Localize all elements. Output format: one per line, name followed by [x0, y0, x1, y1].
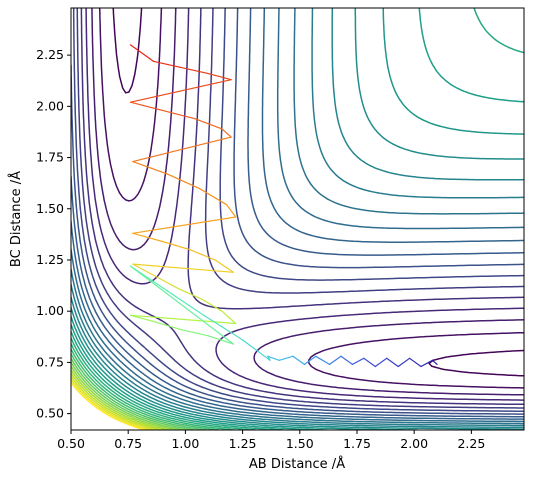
- trajectory-segment: [152, 320, 182, 331]
- contour-level: [71, 8, 524, 425]
- x-tick-label: 0.75: [114, 436, 142, 451]
- trajectory-segment: [161, 240, 191, 251]
- trajectory-segment: [198, 187, 228, 206]
- trajectory-segment: [155, 275, 180, 290]
- contour-level: [71, 8, 524, 427]
- y-tick-label: 1.75: [36, 150, 64, 165]
- y-tick-label: 0.75: [36, 354, 64, 369]
- trajectory-segment: [351, 357, 365, 365]
- trajectory-segment: [374, 357, 388, 368]
- trajectory-segment: [200, 298, 223, 312]
- x-tick-label: 1.50: [286, 436, 314, 451]
- trajectory-segment: [303, 355, 317, 365]
- contour-level: [72, 8, 524, 412]
- contour-level: [76, 8, 524, 409]
- trajectory-segment: [221, 310, 237, 325]
- trajectory-segment: [207, 72, 232, 81]
- trajectory-segment: [166, 173, 200, 189]
- trajectory-segment: [129, 314, 154, 322]
- trajectory-segment: [226, 204, 237, 218]
- x-tick-label: 0.50: [57, 436, 85, 451]
- contour-level: [71, 8, 524, 418]
- y-tick-label: 1.00: [36, 303, 64, 318]
- trajectory-segment: [129, 314, 237, 325]
- y-axis-ticks: 0.50 0.75 1.00 1.25 1.50 1.75 2.00 2.25: [36, 47, 71, 421]
- trajectory-segment: [132, 263, 157, 277]
- contour-level: [71, 8, 524, 429]
- contour-level: [80, 8, 524, 406]
- trajectory-segment: [180, 66, 209, 75]
- x-axis-label: AB Distance /Å: [249, 456, 345, 472]
- x-tick-label: 1.00: [171, 436, 199, 451]
- trajectory-segment: [207, 335, 234, 345]
- trajectory-segment: [431, 359, 438, 365]
- contour-level: [71, 365, 178, 430]
- trajectory-segment: [132, 161, 168, 175]
- contour-level: [71, 8, 524, 430]
- y-tick-label: 1.50: [36, 201, 64, 216]
- trajectory-segment: [315, 355, 331, 365]
- contour-level: [71, 8, 524, 430]
- trajectory-segment: [193, 117, 223, 130]
- trajectory-segment: [129, 265, 234, 345]
- contour-level: [71, 8, 524, 423]
- contour-level: [71, 348, 220, 430]
- x-tick-label: 1.25: [229, 436, 257, 451]
- trajectory-segment: [129, 101, 164, 112]
- contour-level: [85, 8, 524, 401]
- trajectory-segment: [132, 263, 234, 273]
- contour-level: [71, 375, 157, 430]
- contour-level: [98, 8, 524, 389]
- y-tick-label: 0.50: [36, 406, 64, 421]
- x-tick-label: 2.25: [457, 436, 485, 451]
- y-tick-label: 2.25: [36, 47, 64, 62]
- trajectory-segment: [328, 355, 342, 365]
- contour-level: [71, 357, 196, 430]
- trajectory-segment: [409, 357, 422, 368]
- trajectory-path: [129, 44, 438, 368]
- trajectory-segment: [132, 216, 237, 234]
- trajectory-segment: [132, 136, 232, 163]
- trajectory-segment: [152, 60, 182, 69]
- trajectory-segment: [340, 355, 353, 365]
- contour-level: [112, 8, 524, 377]
- trajectory-segment: [221, 128, 232, 138]
- contour-level: [71, 381, 146, 430]
- trajectory-segment: [386, 357, 399, 368]
- contour-level: [71, 8, 524, 415]
- plot-frame: [70, 7, 525, 431]
- contour-level: [71, 8, 524, 430]
- trajectory-segment: [292, 355, 305, 365]
- contour-level: [71, 361, 186, 430]
- trajectory-segment: [214, 259, 234, 273]
- y-tick-label: 2.00: [36, 98, 64, 113]
- x-tick-label: 2.00: [400, 436, 428, 451]
- trajectory-segment: [267, 355, 280, 361]
- contour-level: [71, 372, 163, 430]
- y-tick-label: 1.25: [36, 252, 64, 267]
- trajectory-segment: [129, 44, 154, 62]
- trajectory-segment: [177, 288, 202, 300]
- trajectory-segment: [166, 290, 205, 316]
- trajectory-segment: [203, 314, 244, 341]
- trajectory-segment: [129, 265, 168, 292]
- trajectory-segment: [363, 357, 376, 368]
- x-axis-ticks: 0.50 0.75 1.00 1.25 1.50 1.75 2.00 2.25: [57, 430, 485, 451]
- y-axis-label: BC Distance /Å: [8, 171, 24, 267]
- trajectory-segment: [129, 79, 232, 103]
- trajectory-segment: [242, 339, 271, 361]
- trajectory-segment: [278, 355, 294, 361]
- contour-lines: [71, 8, 524, 430]
- contour-level: [91, 8, 524, 396]
- x-tick-label: 1.75: [343, 436, 371, 451]
- trajectory-segment: [420, 359, 434, 368]
- trajectory-segment: [161, 109, 196, 120]
- trajectory-segment: [180, 329, 209, 337]
- trajectory-segment: [397, 357, 411, 368]
- trajectory-segment: [189, 249, 216, 261]
- contour-level: [71, 8, 524, 430]
- trajectory-segment: [132, 232, 164, 243]
